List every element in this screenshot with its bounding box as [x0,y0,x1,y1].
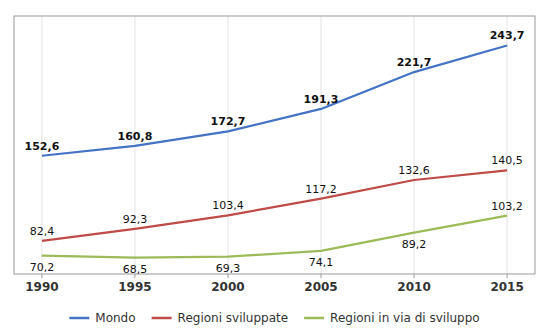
grid-line [414,16,415,274]
x-tick [507,274,508,278]
data-label: 117,2 [305,183,337,196]
data-label: 82,4 [30,225,55,238]
x-tick-label: 2000 [211,280,244,294]
series-line [42,45,507,155]
data-label: 70,2 [30,261,55,274]
data-label: 92,3 [123,213,148,226]
legend-label: Regioni sviluppate [178,311,289,325]
x-tick-label: 1990 [25,280,58,294]
x-tick-label: 2005 [304,280,337,294]
data-label: 68,5 [123,263,148,276]
data-label: 74,1 [309,256,334,269]
data-label: 103,2 [491,200,523,213]
data-label: 103,4 [212,199,244,212]
data-label: 152,6 [25,140,60,153]
grid-line [507,16,508,274]
chart: 1990 1995 2000 2005 2010 2015 152,6 160,8 172,7 1… [0,0,549,336]
data-label: 221,7 [397,56,432,69]
x-tick [414,274,415,278]
data-label: 191,3 [304,93,339,106]
data-label: 132,6 [398,164,430,177]
data-label: 172,7 [211,115,246,128]
grid-line [321,16,322,274]
series-line [42,216,507,258]
x-tick-label: 1995 [118,280,151,294]
data-label: 243,7 [490,29,525,42]
legend-label: Regioni in via di sviluppo [330,311,480,325]
x-tick [41,274,42,278]
data-label: 140,5 [491,154,523,167]
legend-swatch [69,317,89,320]
x-tick [321,274,322,278]
x-tick-label: 2015 [490,280,523,294]
plot-frame [14,16,535,274]
data-label: 160,8 [118,130,153,143]
legend-label: Mondo [95,311,135,325]
legend: Mondo Regioni sviluppate Regioni in via di… [69,311,479,325]
series-line [42,170,507,240]
x-tick-label: 2010 [397,280,430,294]
data-label: 89,2 [402,238,427,251]
legend-swatch [152,317,172,320]
data-label: 69,3 [216,262,241,275]
grid-line [227,16,228,274]
legend-swatch [304,317,324,320]
